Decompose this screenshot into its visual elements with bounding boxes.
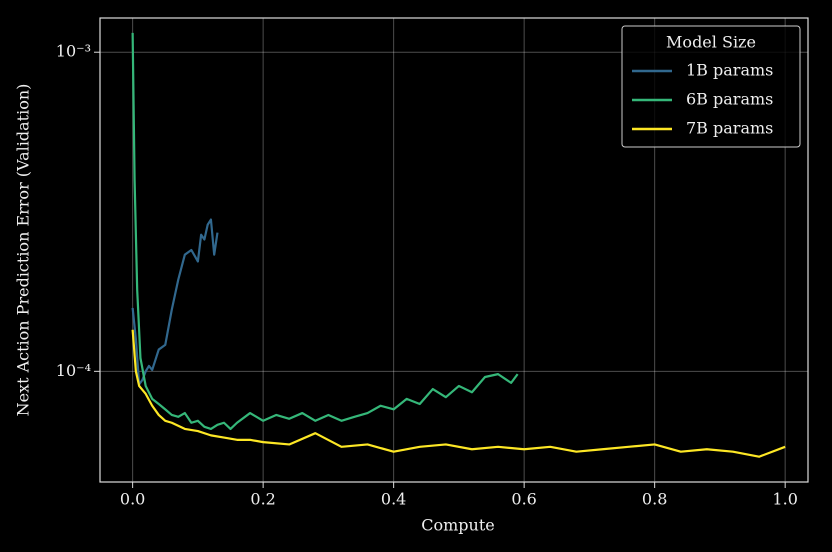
legend: Model Size 1B params 6B params 7B params xyxy=(621,25,801,148)
x-tick-label: 0.0 xyxy=(120,490,145,509)
legend-box xyxy=(621,25,801,148)
y-axis-label: Next Action Prediction Error (Validation… xyxy=(14,84,33,417)
x-tick-label: 1.0 xyxy=(772,490,797,509)
y-tick-label: 10⁻⁴ xyxy=(56,361,91,380)
x-axis-label: Compute xyxy=(421,516,495,535)
x-tick-label: 0.8 xyxy=(642,490,667,509)
legend-label: 6B params xyxy=(686,90,773,109)
y-tick-label: 10⁻³ xyxy=(56,42,91,61)
series-line xyxy=(131,32,519,431)
legend-label: 7B params xyxy=(686,119,773,138)
legend-label: 1B params xyxy=(686,61,773,80)
series-line xyxy=(131,329,786,458)
x-tick-label: 0.4 xyxy=(381,490,406,509)
plot-frame xyxy=(99,17,809,483)
x-tick-label: 0.6 xyxy=(511,490,536,509)
x-tick-label: 0.2 xyxy=(250,490,275,509)
legend-title: Model Size xyxy=(666,33,756,52)
